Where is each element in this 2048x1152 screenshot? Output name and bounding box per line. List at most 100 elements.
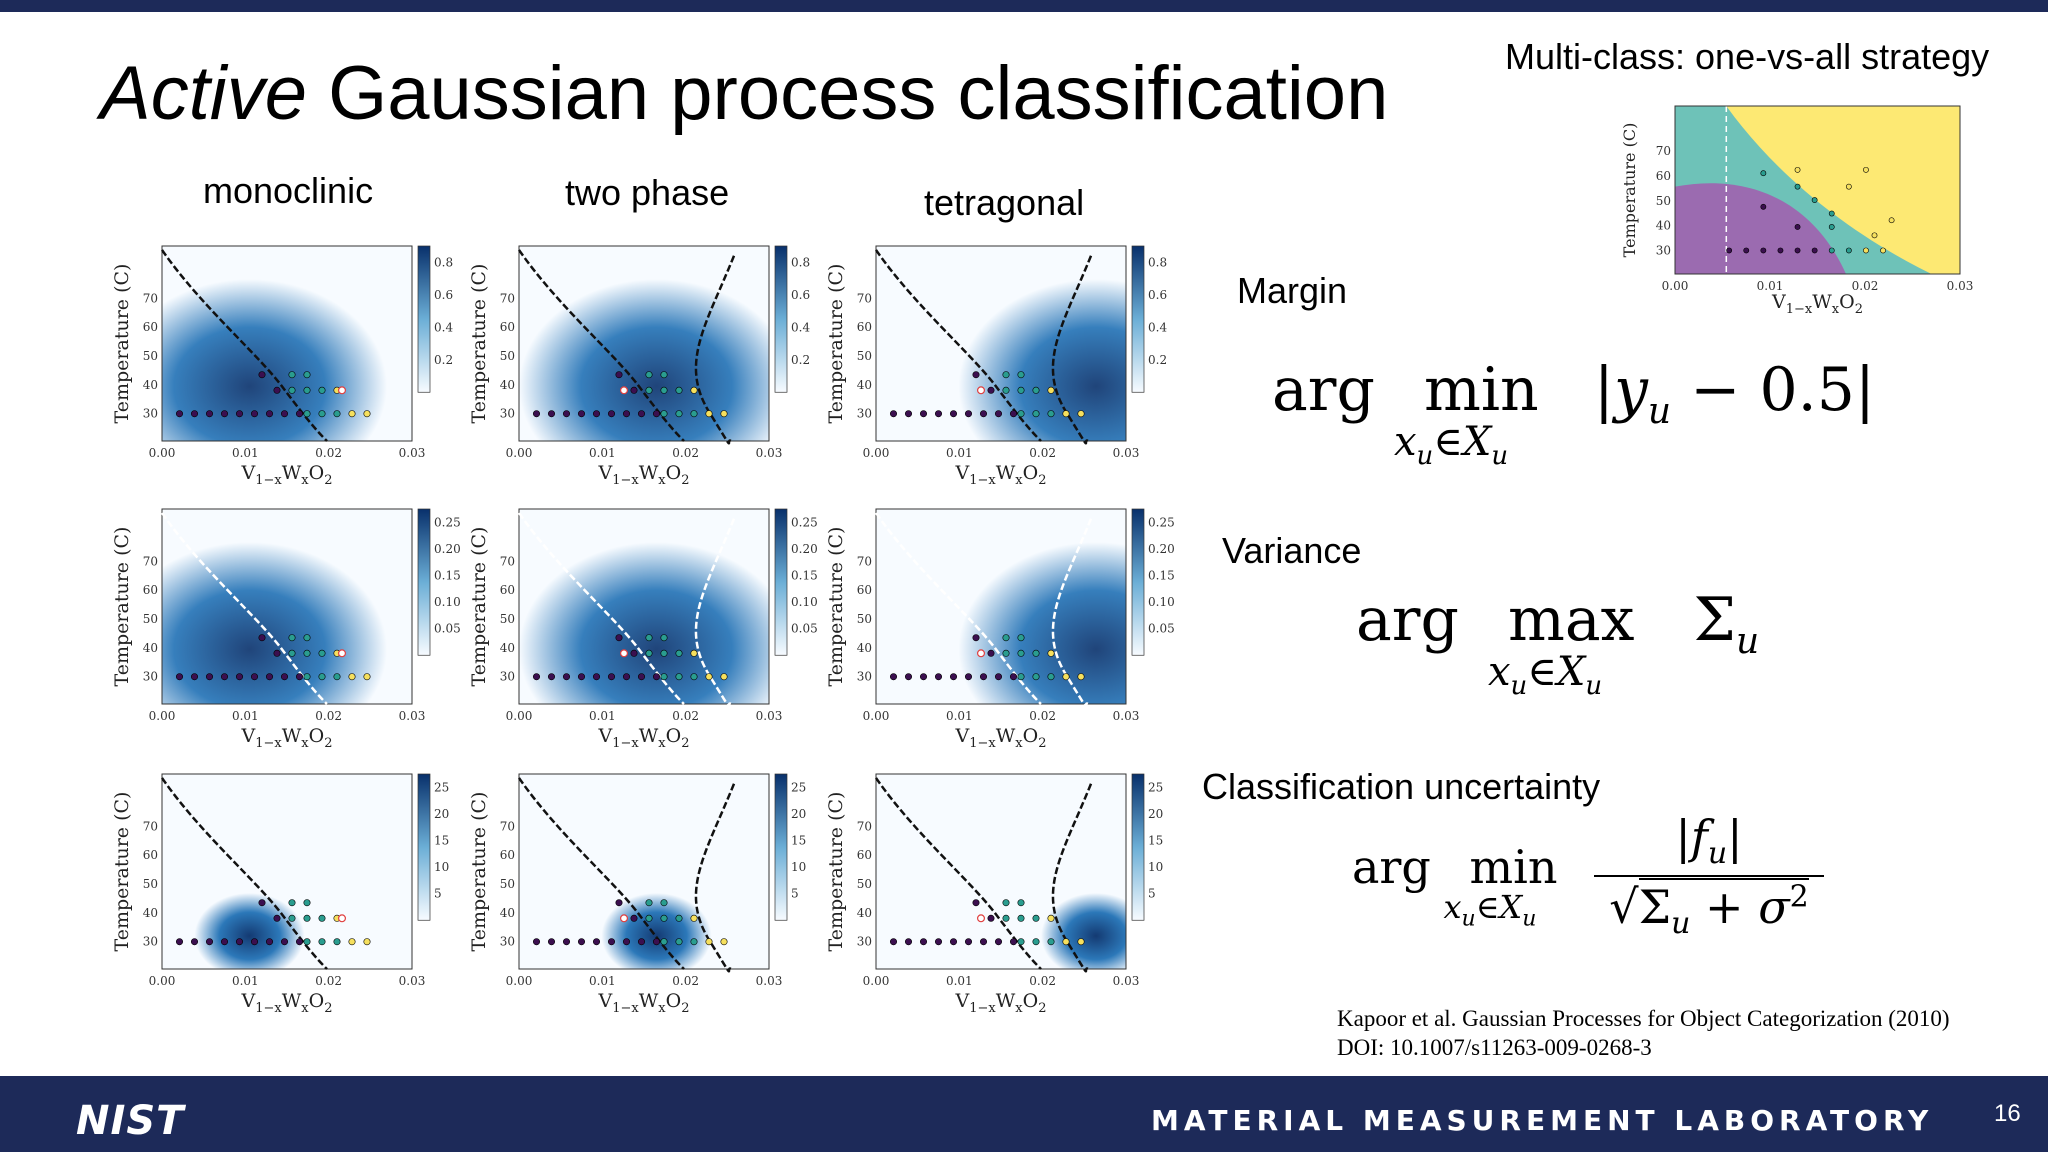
sample-point (1828, 247, 1835, 254)
colorbar-tick-label: 20 (791, 807, 806, 821)
y-tick-label: 40 (143, 906, 158, 920)
slide-title: Active Gaussian process classification (100, 51, 1389, 136)
heatmap (519, 774, 769, 969)
x-tick-label: 0.00 (149, 974, 176, 988)
sample-point (919, 673, 927, 681)
y-tick-label: 60 (143, 320, 158, 334)
x-tick-label: 0.02 (672, 446, 699, 460)
y-tick-label: 60 (500, 320, 515, 334)
y-tick-label: 50 (1656, 194, 1671, 208)
x-tick-label: 0.00 (149, 446, 176, 460)
sample-point (950, 410, 958, 418)
sample-point (660, 649, 668, 657)
nist-logo: NIST (76, 1098, 185, 1144)
sample-point (303, 371, 311, 379)
y-tick-label: 50 (857, 349, 872, 363)
x-tick-label: 0.02 (1029, 446, 1056, 460)
y-tick-label: 30 (143, 407, 158, 421)
sample-point (303, 899, 311, 907)
sample-point (1047, 914, 1055, 922)
y-axis-label: Temperature (C) (111, 527, 133, 687)
sample-point (660, 410, 668, 418)
sample-point (890, 938, 898, 946)
sample-point (318, 938, 326, 946)
sample-point (660, 673, 668, 681)
sample-point (1880, 247, 1886, 254)
y-axis-label: Temperature (C) (1620, 123, 1639, 258)
colorbar-tick-label: 0.25 (791, 515, 818, 529)
heatmap (876, 774, 1126, 969)
sample-point (1794, 224, 1801, 230)
x-axis-label: V1−xWxO2 (241, 725, 333, 751)
y-tick-label: 30 (143, 935, 158, 949)
plot-frame (161, 773, 413, 970)
y-tick-label: 50 (857, 612, 872, 626)
colorbar-tick-label: 0.10 (434, 595, 461, 609)
sample-point (288, 649, 296, 657)
colorbar-tick-label: 0.6 (791, 288, 810, 302)
sample-point (190, 410, 198, 418)
sample-point (965, 410, 973, 418)
x-tick-label: 0.01 (232, 974, 259, 988)
sample-point (675, 673, 683, 681)
sample-point (258, 899, 266, 907)
sample-point (1032, 673, 1040, 681)
colorbar-tick-label: 20 (1148, 807, 1163, 821)
sample-point (1002, 371, 1010, 379)
x-axis-label: V1−xWxO2 (598, 462, 690, 488)
sample-point (296, 673, 304, 681)
sample-point (934, 410, 942, 418)
sample-point (705, 410, 713, 418)
sample-point (950, 673, 958, 681)
y-tick-label: 30 (143, 670, 158, 684)
sample-point (1743, 247, 1750, 254)
y-tick-label: 60 (143, 848, 158, 862)
sample-point (303, 410, 311, 418)
x-tick-label: 0.01 (946, 709, 973, 723)
sample-point (1863, 247, 1869, 254)
sample-point (675, 938, 683, 946)
sample-point (1828, 224, 1835, 230)
x-tick-label: 0.00 (506, 974, 533, 988)
sample-point (630, 914, 638, 922)
y-tick-label: 40 (1656, 219, 1671, 233)
x-tick-label: 0.00 (506, 446, 533, 460)
multiclass-label: Multi-class: one-vs-all strategy (1505, 36, 1990, 77)
colorbar-tick-label: 15 (434, 833, 449, 847)
y-tick-label: 60 (143, 583, 158, 597)
x-tick-label: 0.01 (589, 709, 616, 723)
y-tick-label: 70 (143, 819, 158, 833)
y-tick-label: 70 (857, 819, 872, 833)
colorbar-tick-label: 0.8 (791, 255, 810, 269)
x-tick-label: 0.01 (946, 974, 973, 988)
y-tick-label: 40 (857, 906, 872, 920)
x-tick-label: 0.03 (756, 446, 783, 460)
heatmap (162, 509, 412, 704)
heatmap (876, 246, 1126, 441)
decision-boundary-left (874, 249, 1042, 442)
colorbar-tick-label: 15 (1148, 833, 1163, 847)
x-axis-label: V1−xWxO2 (598, 725, 690, 751)
sample-point (1017, 386, 1025, 394)
y-axis-label: Temperature (C) (825, 792, 847, 952)
x-tick-label: 0.03 (399, 709, 426, 723)
sample-point (1794, 166, 1801, 173)
sample-point (318, 386, 326, 394)
sample-point (660, 634, 668, 642)
colorbar-tick-label: 0.10 (1148, 595, 1175, 609)
sample-point (577, 938, 585, 946)
sample-point (980, 410, 988, 418)
y-tick-label: 60 (857, 848, 872, 862)
sample-point (281, 410, 289, 418)
sample-point (205, 410, 213, 418)
region-monoclinic (1675, 183, 1846, 274)
sample-point (720, 673, 728, 681)
uncertainty-formula: arg min xu∈Xu (1352, 840, 1558, 932)
sample-point (690, 649, 698, 657)
colorbar-tick-label: 10 (1148, 860, 1163, 874)
sample-point (987, 386, 995, 394)
colorbar-tick-label: 15 (791, 833, 806, 847)
x-axis-label: V1−xWxO2 (955, 725, 1047, 751)
y-tick-label: 70 (857, 291, 872, 305)
sample-point (266, 410, 274, 418)
